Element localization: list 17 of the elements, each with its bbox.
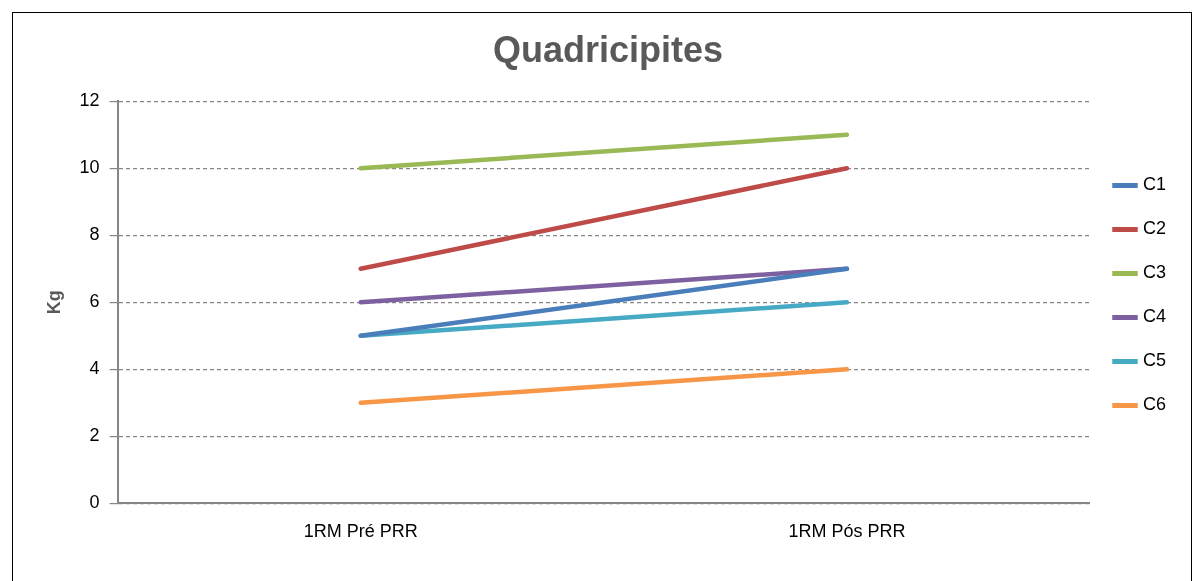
y-tick-label: 10 [79, 157, 100, 178]
legend-label: C4 [1142, 306, 1167, 327]
y-tick-label: 6 [89, 291, 100, 312]
y-tick-label: 0 [89, 492, 100, 513]
y-tick-label: 8 [89, 224, 100, 245]
legend-label: C6 [1142, 394, 1167, 415]
y-tick-label: 4 [89, 358, 100, 379]
legend-label: C5 [1142, 350, 1167, 371]
chart-title: Quadricipites [492, 28, 724, 70]
y-axis-title: Kg [43, 290, 64, 315]
legend-label: C1 [1142, 174, 1167, 195]
y-tick-label: 12 [79, 90, 100, 111]
x-tick-label: 1RM Pré PRR [303, 521, 418, 542]
x-tick-label: 1RM Pós PRR [788, 521, 906, 542]
legend-label: C2 [1142, 218, 1167, 239]
y-tick-label: 2 [89, 425, 100, 446]
legend-label: C3 [1142, 262, 1167, 283]
